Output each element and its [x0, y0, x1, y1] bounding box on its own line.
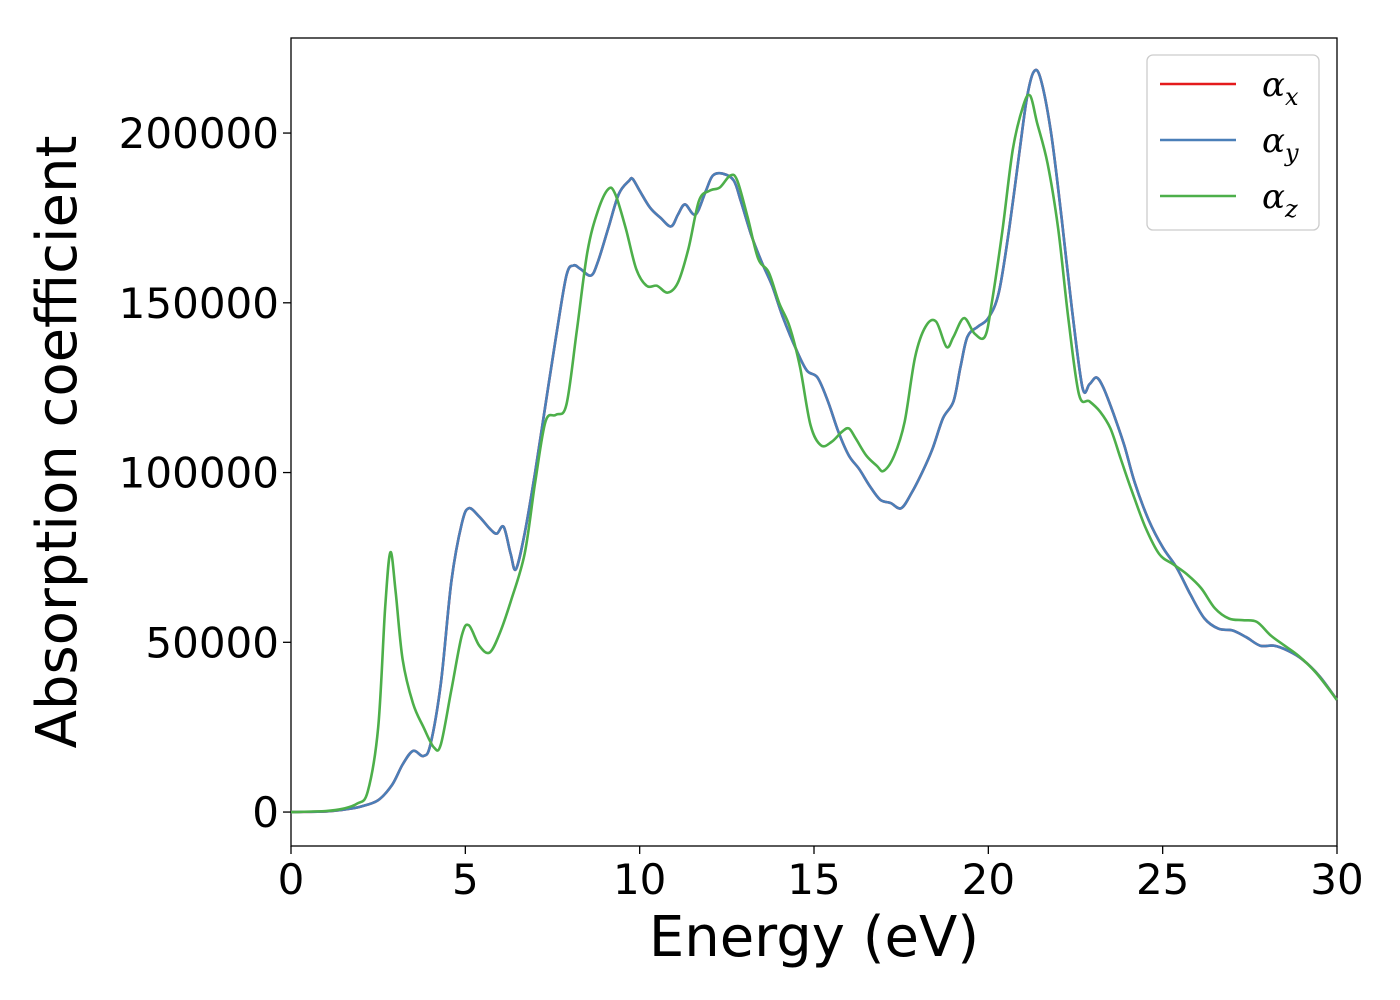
legend-label-y: αy [1262, 121, 1299, 167]
legend-label-x: αx [1262, 65, 1299, 111]
x-tick-label: 30 [1310, 855, 1363, 904]
x-tick-label: 20 [962, 855, 1015, 904]
y-axis-title: Absorption coefficient [25, 136, 90, 749]
x-tick-label: 15 [787, 855, 840, 904]
x-tick-label: 5 [452, 855, 479, 904]
y-tick-label: 200000 [119, 109, 279, 158]
x-axis-ticks: 0 5 10 15 20 25 30 [278, 846, 1364, 904]
x-tick-label: 10 [613, 855, 666, 904]
y-tick-label: 0 [252, 788, 279, 837]
x-tick-label: 0 [278, 855, 305, 904]
legend-box [1146, 54, 1320, 231]
y-axis-ticks: 0 50000 100000 150000 200000 [119, 109, 291, 837]
y-tick-label: 100000 [119, 449, 279, 498]
x-axis-title: Energy (eV) [649, 905, 979, 970]
y-tick-label: 150000 [119, 279, 279, 328]
x-tick-label: 25 [1136, 855, 1189, 904]
series-line-z [290, 93, 1339, 814]
y-tick-label: 50000 [145, 618, 279, 667]
series-layer [290, 68, 1339, 814]
